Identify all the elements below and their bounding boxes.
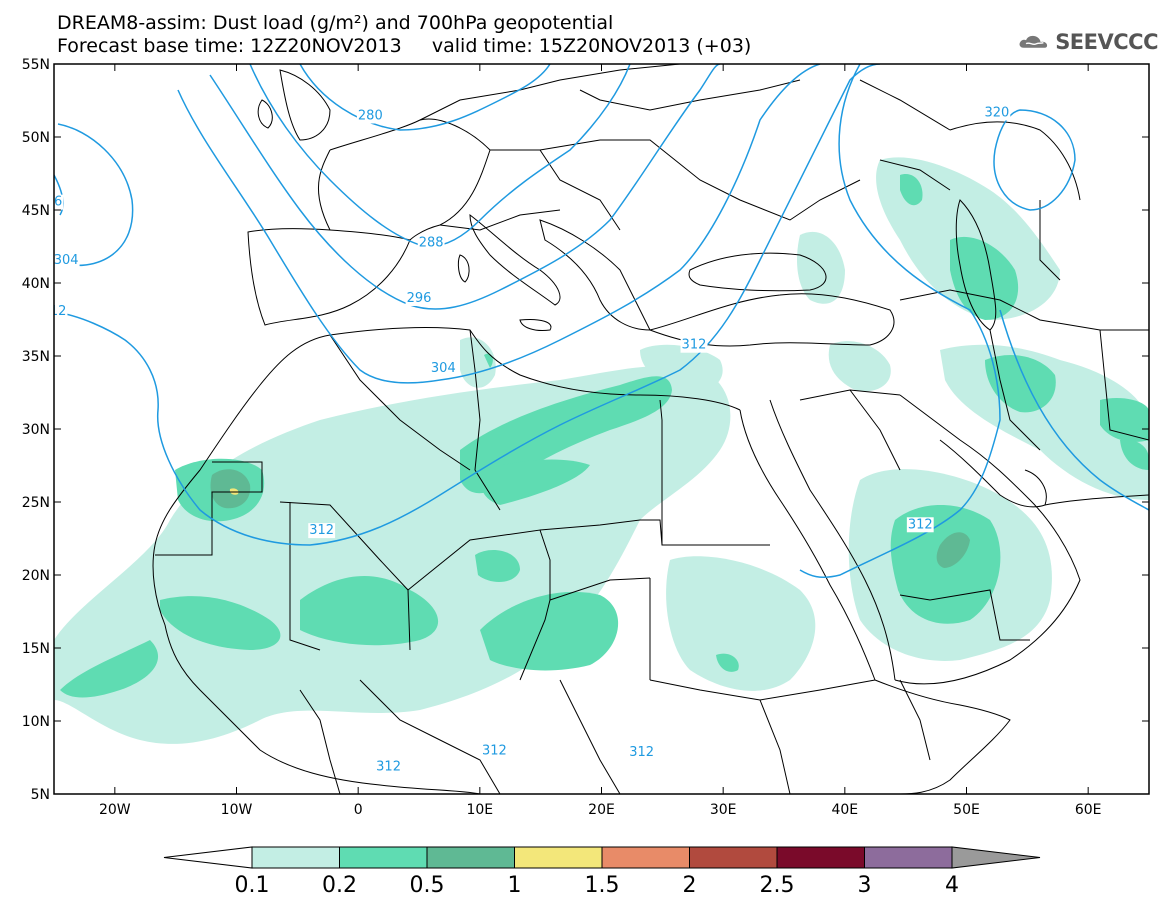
lat-tick-label: 30N <box>22 422 50 438</box>
colorbar-label: 0.2 <box>322 873 357 898</box>
colorbar-segment <box>601 846 690 869</box>
lat-tick-label: 25N <box>22 495 50 511</box>
lon-tick-label: 60E <box>1075 802 1102 818</box>
lon-tick-label: 30E <box>710 802 737 818</box>
colorbar-segment <box>776 846 865 869</box>
contour-label: 96 <box>46 195 63 210</box>
coastlines-borders <box>152 64 1149 794</box>
latitude-axis: 55N 50N 45N 40N 35N 30N 25N 20N 15N 10N 5N <box>22 57 1149 803</box>
contour-label: 304 <box>431 361 456 376</box>
contour-label-bg <box>308 523 336 539</box>
contour-label: 312 <box>908 517 933 532</box>
contour-label-bg <box>54 304 68 320</box>
contour-label: 304 <box>54 253 79 268</box>
lat-tick-label: 45N <box>22 203 50 219</box>
contour-labels: 280 288 296 304 304 96 312 312 312 312 312 312 312 32… <box>42 105 1011 775</box>
contour-label-bg <box>417 235 445 251</box>
lon-tick-label: 50E <box>953 802 980 818</box>
lon-tick-label: 10E <box>466 802 493 818</box>
contour-label: 312 <box>42 304 67 319</box>
contour-label-bg <box>906 517 934 533</box>
contour-label: 312 <box>482 744 507 759</box>
contour-label-bg <box>680 337 708 353</box>
seevccc-logo: SEEVCCC <box>1018 26 1158 58</box>
colorbar-label: 0.1 <box>235 873 270 898</box>
contour-label-bg <box>356 108 384 124</box>
dust-field-0-2 <box>60 174 1149 698</box>
figure-title: DREAM8-assim: Dust load (g/m²) and 700hP… <box>57 12 614 34</box>
contour-label-bg <box>375 759 402 775</box>
lon-tick-label: 40E <box>831 802 858 818</box>
colorbar-label: 1.5 <box>585 873 620 898</box>
colorbar-segment <box>514 846 603 869</box>
lon-tick-label: 0 <box>354 802 363 818</box>
colorbar-segment <box>251 846 340 869</box>
contour-label-bg <box>983 105 1011 121</box>
lat-tick-label: 5N <box>31 787 50 803</box>
lon-tick-label: 20E <box>588 802 615 818</box>
colorbar-over-triangle <box>951 846 1041 869</box>
colorbar-segment <box>689 846 778 869</box>
contour-label: 312 <box>309 523 334 538</box>
lat-tick-label: 20N <box>22 568 50 584</box>
colorbar-label: 2 <box>683 873 697 898</box>
colorbar-label: 3 <box>858 873 872 898</box>
contour-label-bg <box>628 745 656 761</box>
contour-label: 288 <box>419 236 444 251</box>
colorbar-label: 2.5 <box>760 873 795 898</box>
colorbar-label: 1 <box>508 873 522 898</box>
contour-label-bg <box>429 361 457 377</box>
colorbar-under-triangle <box>163 846 253 869</box>
contour-label: 312 <box>682 338 707 353</box>
dust-field-0-5 <box>210 469 970 568</box>
lat-tick-label: 55N <box>22 57 50 73</box>
longitude-axis: 20W 10W 0 10E 20E 30E 40E 50E 60E <box>99 64 1102 818</box>
logo-text: SEEVCCC <box>1055 30 1158 54</box>
contour-label-bg <box>405 290 433 306</box>
colorbar: 0.1 0.2 0.5 1 1.5 2 2.5 3 4 <box>163 846 1041 898</box>
colorbar-segment <box>339 846 428 869</box>
lon-tick-label: 10W <box>221 802 253 818</box>
geopotential-contours <box>54 64 1149 578</box>
lat-tick-label: 10N <box>22 714 50 730</box>
lat-tick-label: 40N <box>22 276 50 292</box>
contour-label: 320 <box>985 106 1010 121</box>
map-area: 280 288 296 304 304 96 312 312 312 312 312 312 312 32… <box>42 64 1149 794</box>
colorbar-label: 4 <box>945 873 959 898</box>
colorbar-segment <box>426 846 515 869</box>
cloud-icon <box>1019 35 1048 48</box>
lat-tick-label: 35N <box>22 349 50 365</box>
contour-label: 312 <box>629 745 654 760</box>
contour-label: 312 <box>376 760 401 775</box>
contour-label-bg <box>481 743 508 759</box>
contour-label: 280 <box>358 108 383 123</box>
contour-label-bg <box>54 253 80 269</box>
contour-label: 296 <box>407 291 432 306</box>
lon-tick-label: 20W <box>99 802 131 818</box>
lat-tick-label: 15N <box>22 641 50 657</box>
colorbar-segment <box>864 846 953 869</box>
lat-tick-label: 50N <box>22 130 50 146</box>
figure-subtitle: Forecast base time: 12Z20NOV2013 valid t… <box>57 35 752 57</box>
colorbar-label: 0.5 <box>410 873 445 898</box>
contour-label-bg <box>54 194 64 210</box>
